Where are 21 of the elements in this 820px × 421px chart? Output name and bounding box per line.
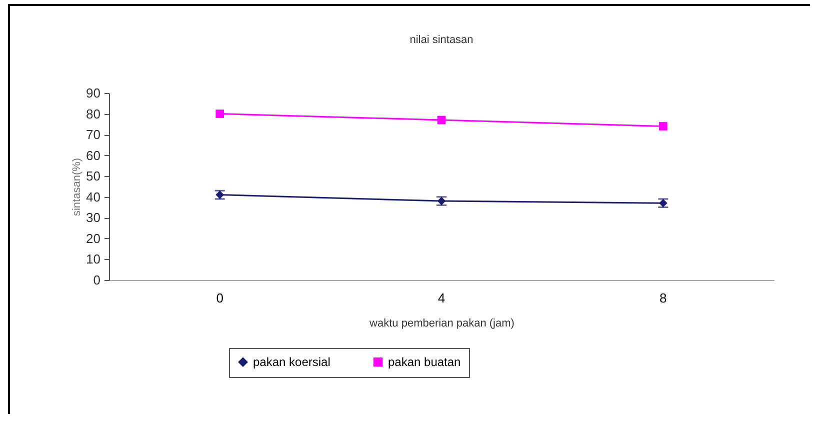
- legend-label: pakan buatan: [388, 355, 461, 370]
- point: [437, 116, 446, 124]
- y-tick-label: 90: [86, 86, 100, 100]
- point: [216, 110, 224, 118]
- chart-title: nilai sintasan: [410, 34, 474, 46]
- y-axis-title: sintasan(%): [71, 158, 84, 216]
- x-axis-title: waktu pemberian pakan (jam): [368, 318, 514, 330]
- y-tick-label: 30: [86, 210, 100, 226]
- y-tick-label: 20: [86, 230, 100, 246]
- y-tick-label: 40: [86, 189, 100, 204]
- point: [658, 122, 668, 130]
- y-tick-label: 0: [93, 272, 100, 288]
- y-tick-label: 60: [86, 148, 100, 163]
- y-tick-label: 70: [86, 127, 100, 142]
- x-tick-label: 4: [438, 290, 446, 306]
- y-tick-label: 10: [86, 252, 100, 267]
- x-tick-label: 0: [216, 290, 224, 306]
- legend-label: pakan koersial: [253, 355, 330, 370]
- y-tick-label: 50: [86, 168, 100, 184]
- y-tick-label: 80: [86, 106, 100, 122]
- x-tick-label: 8: [660, 290, 667, 306]
